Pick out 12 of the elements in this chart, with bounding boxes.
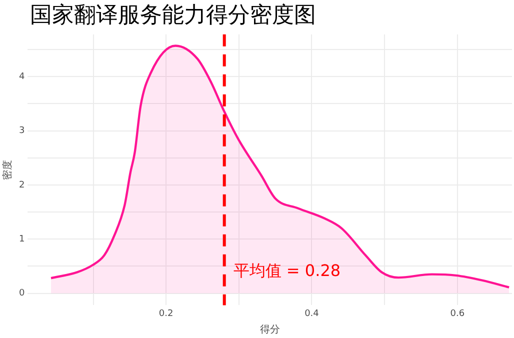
- chart-title: 国家翻译服务能力得分密度图: [30, 2, 316, 30]
- x-tick-label: 0.4: [304, 308, 320, 319]
- y-tick-label: 1: [18, 234, 25, 244]
- y-tick-label: 4: [18, 72, 25, 82]
- y-tick-label: 3: [18, 126, 25, 136]
- y-tick-label: 0: [18, 288, 25, 299]
- x-tick-label: 0.6: [450, 308, 465, 319]
- y-tick-label: 2: [18, 180, 25, 190]
- ref-line-label: 平均值 = 0.28: [233, 260, 341, 280]
- x-axis-title: 得分: [260, 324, 280, 336]
- x-tick-label: 0.2: [158, 308, 174, 319]
- y-axis-title: 密度: [2, 160, 14, 180]
